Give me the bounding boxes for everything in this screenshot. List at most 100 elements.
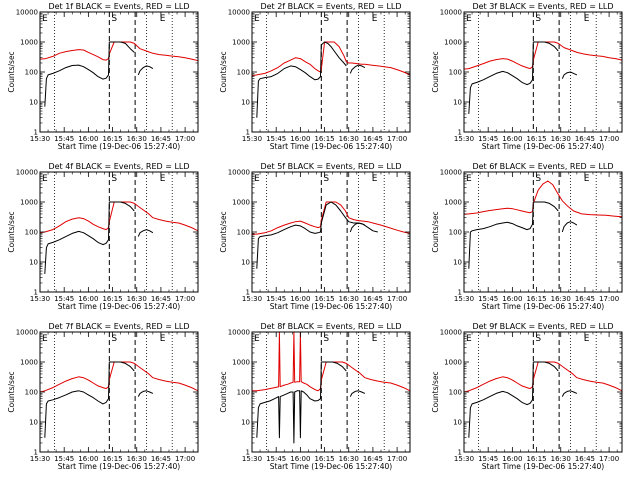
x-tick-label: 16:00 — [290, 135, 310, 143]
x-tick-label: 16:15 — [314, 295, 334, 303]
y-tick-label: 100 — [449, 69, 462, 77]
marker-label: E — [42, 334, 48, 344]
series-group — [252, 201, 410, 269]
events-series-line — [256, 201, 378, 269]
marker-label: S — [111, 174, 117, 184]
y-axis-label: Counts/sec — [431, 51, 440, 92]
x-tick-label: 15:30 — [30, 135, 50, 143]
x-tick-label: 16:00 — [78, 135, 98, 143]
events-series-line — [256, 41, 347, 118]
x-tick-label: 16:00 — [78, 455, 98, 463]
x-tick-label: 15:30 — [30, 455, 50, 463]
y-tick-label: 1000 — [444, 359, 462, 367]
x-tick-label: 15:45 — [54, 295, 74, 303]
y-tick-label: 10 — [241, 259, 250, 267]
y-axis-label: Counts/sec — [219, 371, 228, 412]
x-tick-label: 16:30 — [551, 455, 571, 463]
y-tick-label: 1 — [246, 449, 250, 457]
x-tick-label: 15:45 — [266, 135, 286, 143]
events-series-line — [44, 361, 135, 438]
x-axis-label: Start Time (19-Dec-06 15:27:40) — [58, 462, 180, 471]
y-tick-label: 100 — [25, 229, 38, 237]
x-axis-label: Start Time (19-Dec-06 15:27:40) — [58, 302, 180, 311]
x-tick-label: 16:30 — [127, 455, 147, 463]
x-tick-label: 15:30 — [242, 455, 262, 463]
y-tick-label: 100 — [237, 389, 250, 397]
panel-title: Det 1f BLACK = Events, RED = LLD — [48, 2, 189, 11]
x-tick-label: 16:30 — [127, 295, 147, 303]
marker-label: E — [160, 14, 166, 24]
panel-title: Det 9f BLACK = Events, RED = LLD — [472, 322, 613, 331]
x-tick-label: 16:45 — [151, 295, 171, 303]
x-tick-label: 15:45 — [478, 455, 498, 463]
x-tick-label: 16:15 — [102, 455, 122, 463]
y-tick-label: 100 — [237, 229, 250, 237]
y-tick-label: 100 — [449, 229, 462, 237]
y-tick-label: 1 — [34, 129, 38, 137]
y-tick-label: 1 — [34, 449, 38, 457]
y-tick-label: 1000 — [232, 39, 250, 47]
events-series-line — [349, 390, 366, 397]
y-tick-label: 10 — [241, 99, 250, 107]
x-tick-label: 15:45 — [266, 295, 286, 303]
marker-label: S — [535, 14, 541, 24]
series-group — [464, 361, 622, 438]
x-tick-label: 17:00 — [599, 455, 619, 463]
plot-frame — [251, 331, 411, 453]
x-tick-label: 16:15 — [314, 455, 334, 463]
x-tick-label: 16:45 — [151, 455, 171, 463]
x-tick-label: 16:45 — [575, 295, 595, 303]
events-series-line — [137, 229, 154, 237]
plot-frame — [251, 171, 411, 293]
events-series-line — [468, 41, 559, 114]
x-tick-label: 16:15 — [102, 135, 122, 143]
marker-label: S — [111, 14, 117, 24]
panel-title: Det 2f BLACK = Events, RED = LLD — [260, 2, 401, 11]
y-tick-label: 10 — [453, 99, 462, 107]
marker-label: E — [466, 14, 472, 24]
y-tick-label: 10000 — [16, 9, 38, 17]
y-axis-label: Counts/sec — [431, 371, 440, 412]
panel-title: Det 7f BLACK = Events, RED = LLD — [48, 322, 189, 331]
y-axis-label: Counts/sec — [7, 51, 16, 92]
y-axis-label: Counts/sec — [219, 51, 228, 92]
plot-frame — [39, 11, 199, 133]
y-tick-label: 1 — [458, 129, 462, 137]
x-tick-label: 17:00 — [387, 295, 407, 303]
x-tick-label: 16:45 — [363, 295, 383, 303]
marker-label: E — [42, 174, 48, 184]
panel-title: Det 5f BLACK = Events, RED = LLD — [260, 162, 401, 171]
y-tick-label: 100 — [237, 69, 250, 77]
x-tick-label: 16:00 — [290, 455, 310, 463]
events-series-line — [349, 64, 366, 74]
y-tick-label: 1000 — [20, 39, 38, 47]
x-tick-label: 17:00 — [387, 455, 407, 463]
x-tick-label: 15:45 — [478, 135, 498, 143]
x-tick-label: 17:00 — [175, 295, 195, 303]
y-tick-label: 10 — [29, 99, 38, 107]
panel-title: Det 8f BLACK = Events, RED = LLD — [260, 322, 401, 331]
y-tick-label: 10 — [29, 419, 38, 427]
lld-series-line — [252, 201, 410, 235]
y-axis-label: Counts/sec — [7, 211, 16, 252]
x-tick-label: 16:15 — [102, 295, 122, 303]
x-tick-label: 15:45 — [478, 295, 498, 303]
x-tick-label: 15:30 — [242, 295, 262, 303]
x-tick-label: 16:30 — [127, 135, 147, 143]
events-series-line — [137, 390, 154, 397]
y-tick-label: 1000 — [232, 359, 250, 367]
marker-label: E — [584, 334, 590, 344]
x-tick-label: 15:45 — [54, 455, 74, 463]
events-series-line — [256, 361, 347, 444]
y-tick-label: 1 — [34, 289, 38, 297]
y-tick-label: 10000 — [228, 329, 250, 337]
x-tick-label: 15:30 — [30, 295, 50, 303]
panel-title: Det 4f BLACK = Events, RED = LLD — [48, 162, 189, 171]
x-tick-label: 16:30 — [339, 455, 359, 463]
x-tick-label: 17:00 — [175, 455, 195, 463]
x-tick-label: 16:30 — [339, 295, 359, 303]
